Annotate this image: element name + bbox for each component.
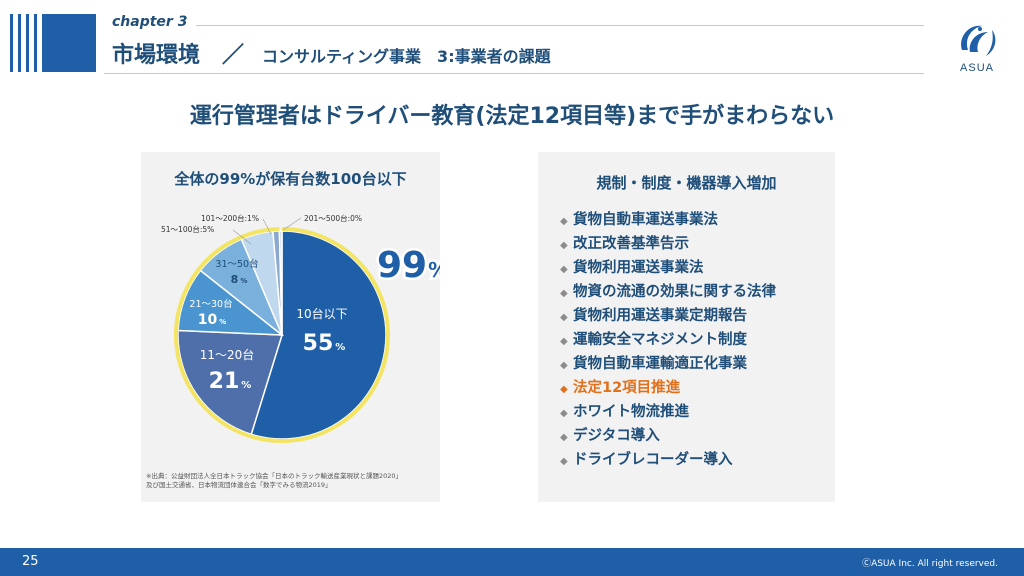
callout-unit: %	[428, 258, 440, 282]
pie-slice	[250, 230, 387, 440]
logo-text: ASUA	[960, 62, 994, 74]
slice-value: 21%	[209, 369, 252, 394]
footer-bar: 25 ⒸASUA Inc. All right reserved.	[0, 548, 1024, 576]
slice-value-number: 8	[231, 273, 239, 286]
slice-value-number: 10	[198, 312, 218, 328]
pie-slice	[177, 329, 284, 436]
regulation-item-text: 貨物利用運送事業定期報告	[573, 308, 747, 324]
slice-value-unit: %	[219, 318, 226, 326]
regulation-item: ◆ ホワイト物流推進	[560, 400, 776, 424]
slice-value: 10%	[198, 312, 227, 328]
regulations-list: ◆ 貨物自動車運送事業法 ◆ 改正改善基準告示 ◆ 貨物利用運送事業法 ◆ 物資の流通の効果に…	[560, 208, 776, 472]
regulation-item: ◆ 貨物利用運送事業法	[560, 256, 776, 280]
leader-line	[232, 229, 252, 245]
diamond-bullet-icon: ◆	[560, 288, 568, 299]
page-subtitle: コンサルティング事業 3:事業者の課題	[262, 47, 551, 66]
regulation-item: ◆ 運輸安全マネジメント制度	[560, 328, 776, 352]
chart-panel: 全体の99%が保有台数100台以下 10台以下 55% 11～20台 21% 21～30…	[141, 152, 440, 502]
regulations-title: 規制・制度・機器導入増加	[596, 174, 777, 192]
regulation-item-text: ドライブレコーダー導入	[573, 452, 733, 468]
slice-label: 31～50台	[215, 258, 258, 270]
callout-percentage: 99%	[377, 245, 440, 286]
source-note-line2: 及び国土交通省、日本物流団体連合会「数字でみる物流2019」	[146, 481, 332, 489]
diamond-bullet-icon: ◆	[560, 408, 568, 419]
company-logo: ASUA	[954, 20, 1000, 76]
diamond-bullet-icon: ◆	[560, 360, 568, 371]
slice-label: 10台以下	[296, 306, 347, 321]
regulation-item: ◆ 貨物自動車運送事業法	[560, 208, 776, 232]
regulation-item-text: 貨物自動車運輸適正化事業	[573, 356, 747, 372]
header-decoration	[0, 14, 96, 72]
chart-title: 全体の99%が保有台数100台以下	[174, 170, 407, 188]
pie-slice	[278, 230, 283, 336]
source-note-line1: ※出典：公益財団法人全日本トラック協会「日本のトラック輸送産業現状と課題2020…	[146, 472, 402, 480]
diamond-bullet-icon: ◆	[560, 384, 568, 395]
slice-outside-label: 201～500台:0%	[304, 213, 362, 223]
slice-outside-label: 101～200台:1%	[201, 213, 259, 223]
regulation-item-text: 貨物利用運送事業法	[573, 260, 704, 276]
regulation-item-text: 物資の流通の効果に関する法律	[573, 284, 776, 300]
slice-value-number: 55	[303, 331, 334, 356]
regulation-item: ◆ 貨物利用運送事業定期報告	[560, 304, 776, 328]
regulation-item: ◆ 改正改善基準告示	[560, 232, 776, 256]
header-divider-bottom	[104, 73, 924, 74]
slice-value-unit: %	[241, 380, 251, 391]
slice-label: 21～30台	[189, 298, 232, 310]
diamond-bullet-icon: ◆	[560, 264, 568, 275]
slice-value: 55%	[303, 331, 346, 356]
slice-value: 8%	[231, 273, 248, 286]
diamond-bullet-icon: ◆	[560, 432, 568, 443]
page-title: 市場環境 ／ コンサルティング事業 3:事業者の課題	[112, 37, 551, 69]
regulation-item-text: 改正改善基準告示	[573, 236, 689, 252]
callout-number: 99	[377, 245, 427, 286]
diamond-bullet-icon: ◆	[560, 216, 568, 227]
regulations-panel: 規制・制度・機器導入増加 ◆ 貨物自動車運送事業法 ◆ 改正改善基準告示 ◆ 貨物利用運送…	[538, 152, 835, 502]
leader-line	[262, 218, 272, 235]
header-divider-top	[196, 25, 924, 26]
headline: 運行管理者はドライバー教育(法定12項目等)まで手がまわらない	[189, 104, 835, 129]
regulation-item: ◆ 法定12項目推進	[560, 376, 776, 400]
regulation-item-text: ホワイト物流推進	[573, 404, 689, 420]
diamond-bullet-icon: ◆	[560, 240, 568, 251]
pie-chart: 10台以下 55 % 11～20台 21 % 21～30台 10 % 31～50台 8 % 51～100…	[161, 213, 440, 443]
slice-value-unit: %	[335, 342, 345, 353]
source-note: ※出典：公益財団法人全日本トラック協会「日本のトラック輸送産業現状と課題2020…	[146, 472, 436, 490]
regulation-item: ◆ 貨物自動車運輸適正化事業	[560, 352, 776, 376]
page-number: 25	[22, 554, 39, 569]
regulation-item-text: 法定12項目推進	[573, 380, 681, 396]
diamond-bullet-icon: ◆	[560, 456, 568, 467]
diamond-bullet-icon: ◆	[560, 312, 568, 323]
slice-value-unit: %	[240, 277, 247, 285]
page-title-text: 市場環境 ／	[112, 43, 245, 68]
logo-wave-icon	[961, 25, 996, 56]
copyright-notice: ⒸASUA Inc. All right reserved.	[862, 559, 998, 569]
highlight-ring	[174, 227, 390, 443]
regulation-item-text: デジタコ導入	[573, 428, 660, 444]
slice-value-number: 21	[209, 369, 240, 394]
slice-label: 11～20台	[200, 347, 255, 362]
chapter-label: chapter 3	[112, 14, 188, 30]
regulation-item: ◆ 物資の流通の効果に関する法律	[560, 280, 776, 304]
slice-outside-label: 51～100台:5%	[161, 224, 214, 234]
regulation-item-text: 貨物自動車運送事業法	[573, 212, 718, 228]
diamond-bullet-icon: ◆	[560, 336, 568, 347]
leader-line	[282, 217, 302, 231]
regulation-item: ◆ ドライブレコーダー導入	[560, 448, 776, 472]
regulation-item: ◆ デジタコ導入	[560, 424, 776, 448]
regulation-item-text: 運輸安全マネジメント制度	[573, 332, 747, 348]
